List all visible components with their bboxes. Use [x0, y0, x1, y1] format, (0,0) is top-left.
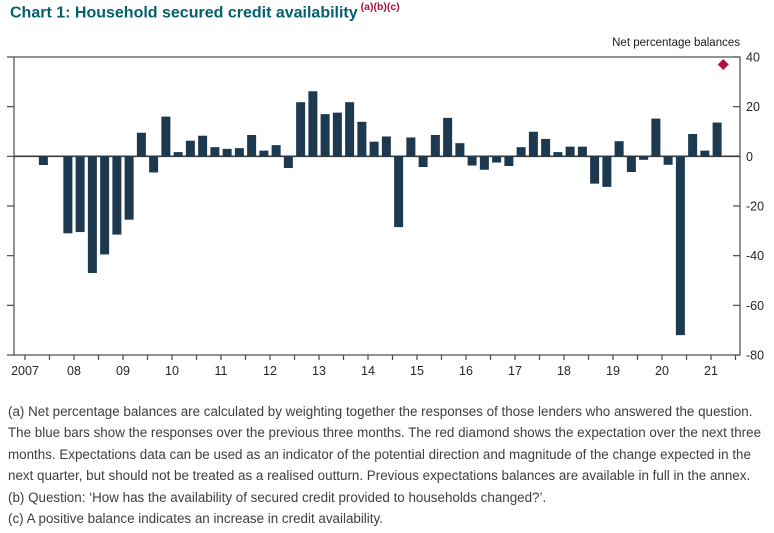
footnote-a: (a) Net percentage balances are calculat… — [8, 401, 765, 487]
x-tick-label: 15 — [410, 364, 424, 378]
x-tick-label: 20 — [655, 364, 669, 378]
x-tick-label: 21 — [704, 364, 718, 378]
bar-2016-Q2 — [479, 156, 489, 170]
footnote-a-label: (a) — [8, 404, 25, 419]
chart-title-footnote-markers: (a)(b)(c) — [360, 1, 400, 13]
bar-2010-Q3 — [198, 135, 208, 157]
x-tick-label: 2007 — [11, 364, 39, 378]
y-tick-label: 0 — [746, 150, 753, 164]
x-tick-label: 19 — [606, 364, 620, 378]
y-axis-title: Net percentage balances — [612, 37, 740, 49]
bar-2020-Q1 — [663, 156, 673, 165]
bar-2008-Q4 — [112, 156, 122, 235]
y-tick-label: -40 — [746, 249, 764, 263]
bar-2012-Q3 — [296, 102, 306, 157]
bar-2009-Q2 — [136, 132, 146, 157]
bar-2019-Q1 — [614, 141, 624, 157]
bar-2016-Q4 — [504, 156, 514, 167]
footnotes: (a) Net percentage balances are calculat… — [8, 401, 765, 530]
bar-2013-Q3 — [345, 102, 355, 157]
y-tick-label: -20 — [746, 200, 764, 214]
bar-2011-Q2 — [234, 148, 244, 157]
expectation-diamond — [717, 58, 729, 70]
bar-2014-Q4 — [406, 137, 416, 157]
bar-2021-Q1 — [712, 122, 722, 157]
bar-2015-Q2 — [430, 134, 440, 157]
bar-2019-Q3 — [639, 156, 649, 160]
chart-title-text: Chart 1: Household secured credit availa… — [10, 4, 358, 22]
x-tick-label: 11 — [215, 364, 228, 378]
chart-title: Chart 1: Household secured credit availa… — [10, 1, 400, 22]
bar-2017-Q4 — [553, 152, 563, 157]
bar-2016-Q1 — [467, 156, 477, 166]
bar-2011-Q3 — [247, 134, 257, 157]
bar-2012-Q2 — [283, 156, 293, 169]
x-tick-label: 14 — [361, 364, 375, 378]
bar-2012-Q1 — [271, 145, 281, 157]
x-tick-label: 12 — [263, 364, 277, 378]
footnote-b-label: (b) — [8, 489, 25, 505]
bar-2009-Q1 — [124, 156, 134, 220]
bar-2015-Q4 — [455, 143, 465, 157]
x-tick-label: 08 — [67, 364, 81, 378]
bar-2014-Q2 — [381, 136, 391, 157]
bar-2016-Q3 — [492, 156, 502, 163]
bar-2013-Q1 — [320, 114, 330, 157]
chart-canvas: 40 20 0 -20 -40 -60 -80 2007 08 09 10 11 12 13 14 15 16 1… — [7, 51, 764, 378]
bar-2009-Q4 — [161, 116, 171, 157]
footnote-c-label: (c) — [8, 511, 24, 527]
bar-2011-Q4 — [259, 150, 269, 157]
footnote-b: (b) Question: ‘How has the availability … — [8, 487, 765, 508]
footnote-c-text: A positive balance indicates an increase… — [26, 511, 383, 527]
footnote-b-text: Question: ‘How has the availability of s… — [28, 489, 547, 505]
bar-2010-Q2 — [185, 140, 195, 157]
y-tick-label: -80 — [746, 349, 764, 363]
x-tick-label: 18 — [557, 364, 571, 378]
bar-2015-Q1 — [418, 156, 428, 168]
bar-2008-Q3 — [100, 156, 110, 255]
bar-2020-Q4 — [700, 150, 710, 157]
footnote-c: (c) A positive balance indicates an incr… — [8, 508, 765, 529]
bar-2007-Q2 — [38, 156, 48, 166]
footnote-a-text: Net percentage balances are calculated b… — [8, 404, 762, 484]
bar-2008-Q1 — [75, 156, 85, 233]
x-tick-label: 16 — [459, 364, 473, 378]
bar-2020-Q3 — [688, 133, 698, 157]
bar-2008-Q2 — [87, 156, 97, 274]
y-tick-label: -60 — [746, 299, 764, 313]
x-tick-label: 10 — [165, 364, 179, 378]
x-tick-label: 09 — [116, 364, 130, 378]
bar-2012-Q4 — [308, 91, 318, 157]
bar-2018-Q1 — [565, 146, 575, 157]
bar-2018-Q3 — [590, 156, 600, 184]
bar-2018-Q2 — [577, 146, 587, 157]
bar-2010-Q4 — [210, 147, 220, 157]
bar-2015-Q3 — [443, 117, 453, 157]
bar-2013-Q4 — [357, 121, 367, 157]
bar-2019-Q4 — [651, 118, 661, 157]
bar-2009-Q3 — [149, 156, 159, 173]
bar-2017-Q3 — [541, 138, 551, 157]
x-tick-label: 17 — [508, 364, 522, 378]
bar-2017-Q2 — [528, 131, 538, 157]
bar-2018-Q4 — [602, 156, 612, 187]
bar-2007-Q4 — [63, 156, 73, 234]
bar-2014-Q3 — [394, 156, 404, 228]
y-tick-label: 20 — [746, 100, 760, 114]
bar-2011-Q1 — [222, 148, 232, 157]
x-tick-label: 13 — [312, 364, 326, 378]
bar-2017-Q1 — [516, 147, 526, 157]
bar-2010-Q1 — [173, 152, 183, 157]
bar-2013-Q2 — [332, 112, 342, 157]
bar-2019-Q2 — [626, 156, 636, 172]
bar-2014-Q1 — [369, 141, 379, 157]
y-tick-label: 40 — [746, 51, 760, 65]
bar-2020-Q2 — [675, 156, 685, 336]
plot-frame — [13, 56, 741, 356]
